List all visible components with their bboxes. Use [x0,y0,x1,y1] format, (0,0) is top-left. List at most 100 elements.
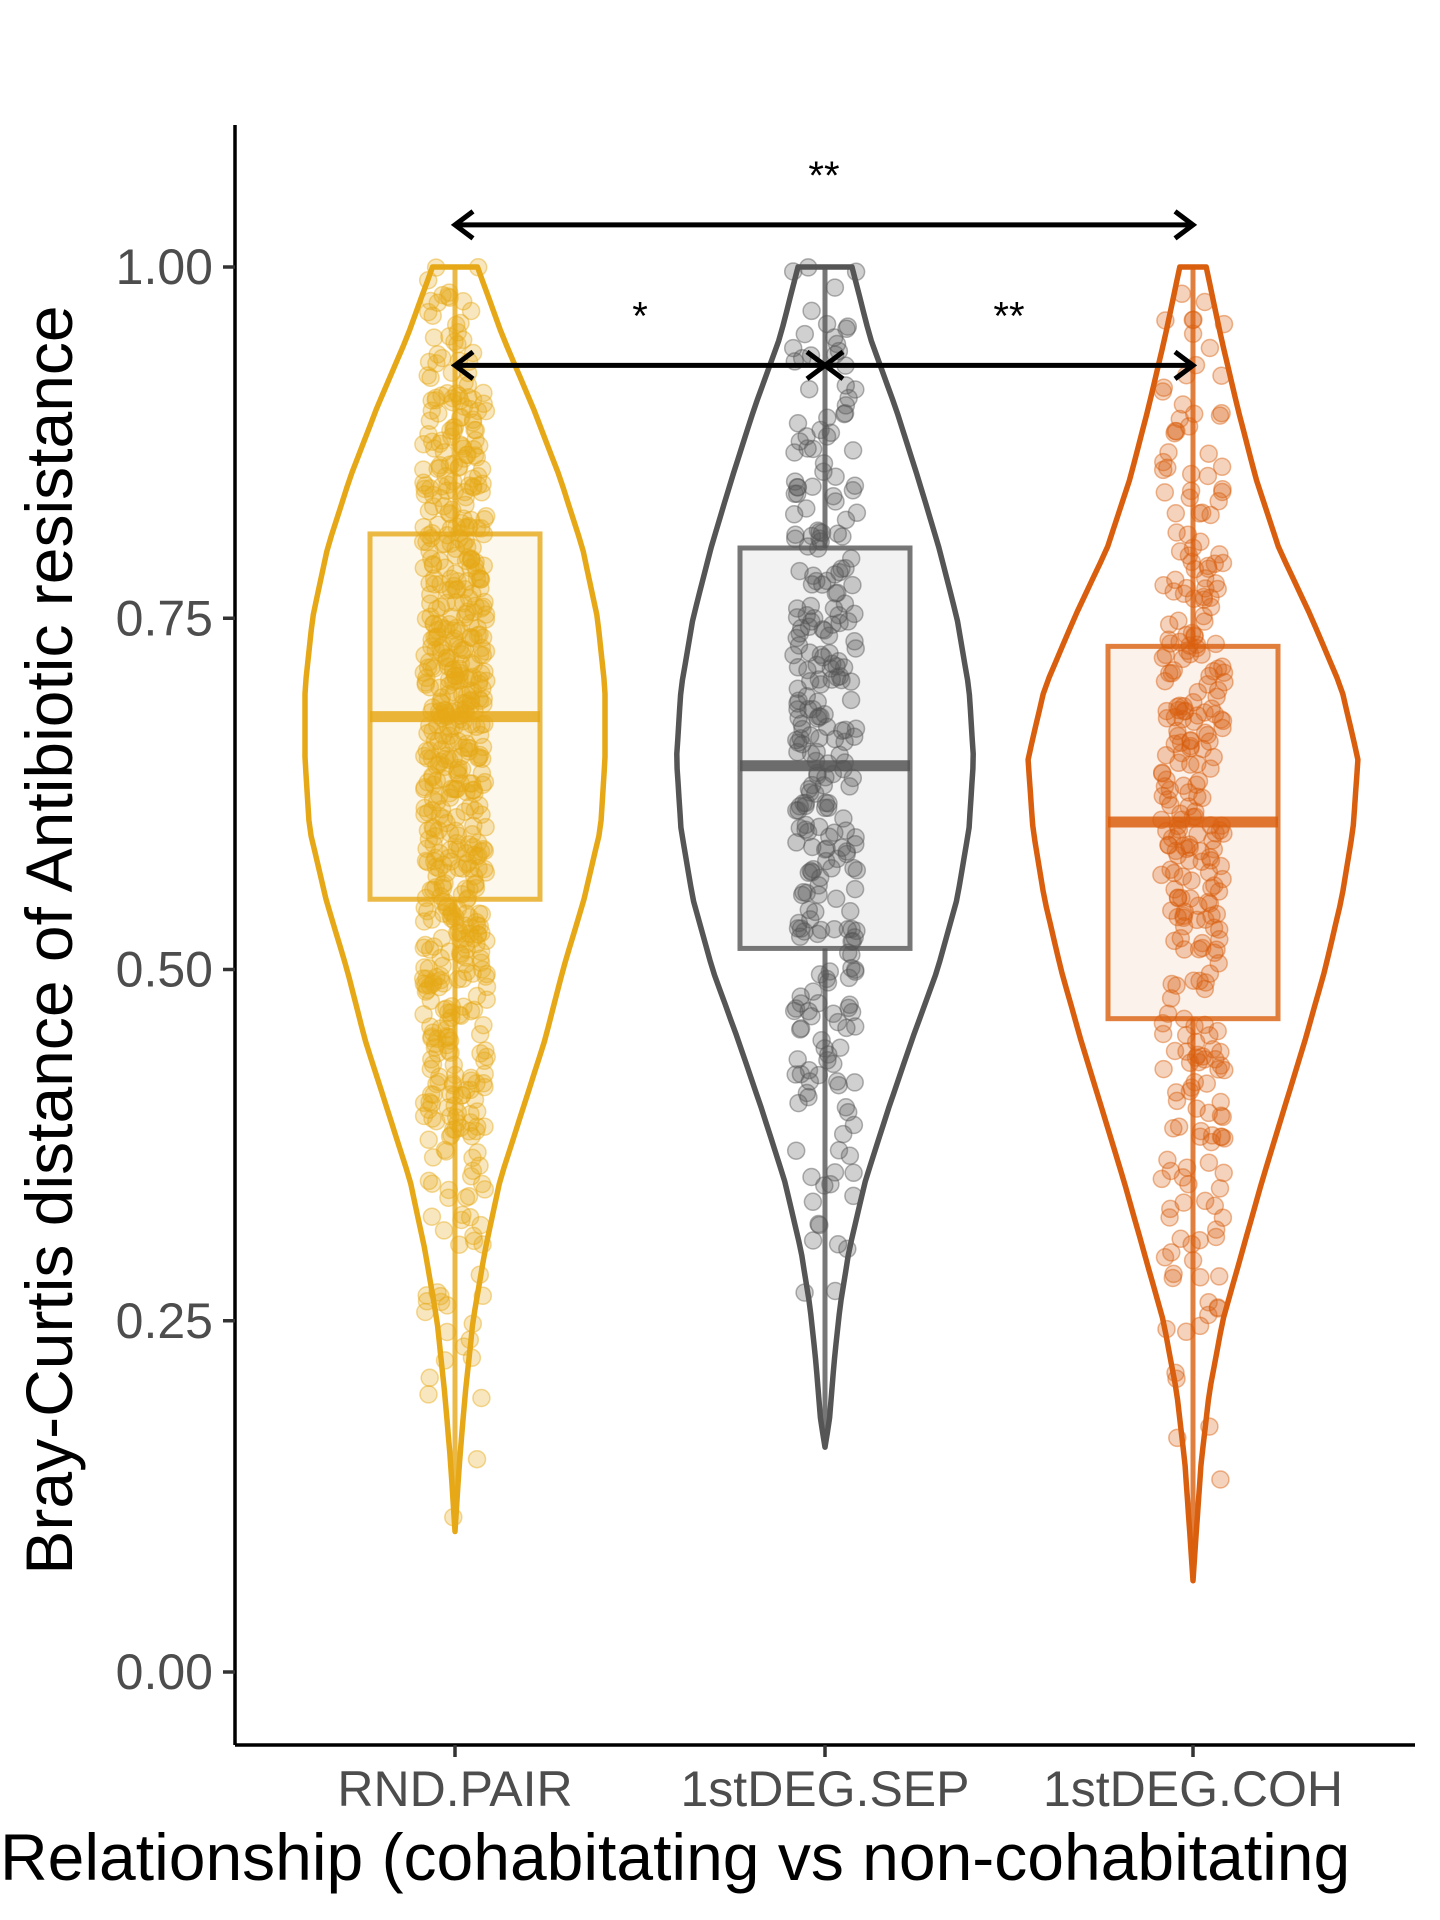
data-point [463,410,483,430]
data-point [469,436,489,455]
data-point [1188,682,1208,702]
data-point [431,488,450,508]
data-point [817,717,837,737]
data-point [443,660,462,680]
data-point [460,668,479,688]
data-point [1154,1059,1173,1079]
data-point [1179,851,1199,870]
data-point [1198,556,1218,576]
data-point [457,571,477,591]
data-point [1165,931,1184,951]
data-point [466,875,485,894]
data-point [423,497,443,516]
data-point [1206,574,1225,593]
data-point [835,594,855,613]
data-point [801,910,820,929]
data-point [803,1192,823,1212]
data-point [476,610,496,629]
data-point [829,652,848,671]
data-point [440,823,460,843]
data-point [1207,687,1226,707]
data-point [799,900,819,920]
data-point [431,1019,450,1038]
data-point [1188,706,1207,725]
data-point [800,726,820,745]
data-point [846,639,865,658]
data-point [825,729,845,749]
data-point [424,1085,443,1105]
data-point [788,919,808,938]
data-point [1181,731,1200,750]
data-point [1162,663,1182,683]
data-point [464,780,483,800]
data-point [474,689,493,708]
data-point [1152,865,1171,885]
data-point [1159,443,1178,462]
data-point [834,809,853,828]
data-point [439,670,459,689]
data-point [423,817,442,837]
data-point [444,631,464,651]
data-point [1215,1129,1234,1148]
data-point [464,929,483,948]
data-point [435,1140,455,1160]
data-point [1214,663,1234,682]
data-point [823,654,842,674]
data-point [417,839,436,859]
data-point [469,674,489,694]
data-point [827,334,847,354]
data-point [463,667,482,687]
data-point [474,394,493,414]
data-point [1167,422,1186,441]
data-point [472,459,492,479]
data-point [446,539,465,559]
data-point [422,549,441,568]
data-point [837,319,856,339]
data-point [1169,753,1188,773]
data-point [434,855,453,875]
data-point [440,750,459,770]
data-point [1187,910,1207,930]
data-point [1211,1106,1231,1125]
data-point [1205,943,1224,963]
data-point [791,919,811,938]
data-point [787,484,807,504]
data-point [471,942,491,962]
data-point [475,592,494,612]
data-point [1202,699,1221,718]
data-point [1189,771,1209,791]
data-point [473,775,492,795]
data-point [1162,974,1181,994]
data-point [1209,920,1229,939]
data-point [469,846,488,865]
data-point [789,1093,808,1113]
arrow-head [820,349,845,381]
data-point [1175,940,1194,959]
data-point [419,1171,439,1191]
data-point [1166,570,1185,590]
data-point [429,821,448,840]
data-point [419,424,438,444]
data-point [429,755,449,774]
data-point [788,477,807,497]
data-point [423,306,442,325]
data-point [825,278,845,297]
data-point [828,524,848,543]
data-point [428,1029,447,1049]
data-point [1172,888,1191,908]
data-point [470,745,490,765]
data-point [474,1015,493,1035]
data-point [788,1050,807,1069]
data-point [421,368,440,388]
data-point [1164,661,1184,680]
y-axis-title: Bray-Curtis distance of Antibiotic resis… [12,305,86,1574]
data-point [800,643,819,662]
data-point [458,445,477,465]
data-point [823,615,842,634]
data-point [461,627,480,647]
data-point [796,793,816,813]
data-point [464,1231,484,1251]
data-point [457,1080,476,1100]
data-point [788,679,808,698]
data-point [845,476,865,495]
